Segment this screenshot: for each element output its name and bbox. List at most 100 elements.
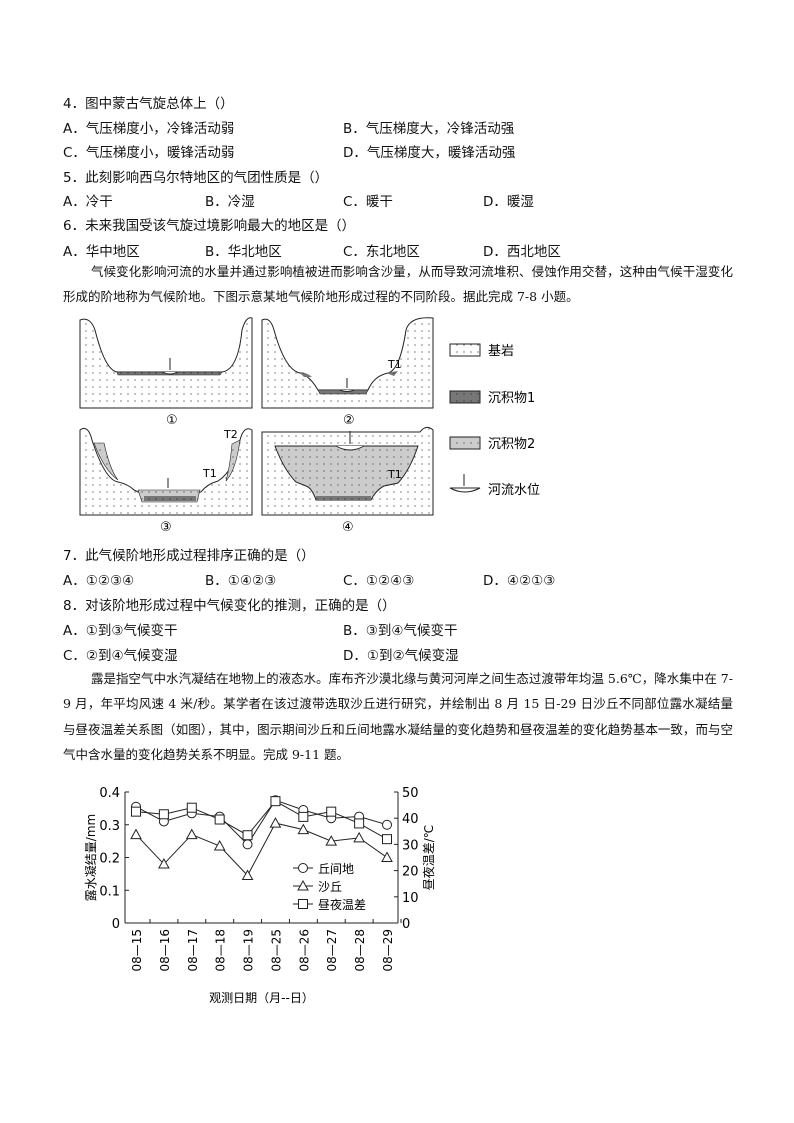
panel-1 xyxy=(79,317,253,409)
x-tick-label: 08—28 xyxy=(353,929,367,972)
x-tick-label: 08—25 xyxy=(269,929,283,972)
data-point-triangle xyxy=(130,828,142,840)
y2-tick-label: 0 xyxy=(402,917,410,932)
question-5-stem: 5．此刻影响西乌尔特地区的气团性质是（） xyxy=(63,170,329,186)
panel-3: T1 T2 xyxy=(79,427,253,516)
y-tick-label: 0.3 xyxy=(99,819,120,834)
q4-option-c: C．气压梯度小，暖锋活动弱 xyxy=(63,145,235,161)
q4-option-b: B．气压梯度大，冷锋活动强 xyxy=(343,121,515,137)
data-point-square xyxy=(270,796,281,807)
legend-marker-triangle xyxy=(297,879,309,891)
y2-tick-label: 20 xyxy=(402,865,419,880)
legend-sediment-2: 沉积物2 xyxy=(488,437,535,452)
y2-tick-label: 10 xyxy=(402,891,419,906)
x-tick-label: 08—26 xyxy=(297,929,311,972)
y-tick-label: 0.2 xyxy=(99,852,120,867)
data-point-square xyxy=(214,814,225,825)
data-point-square xyxy=(382,834,392,845)
y-tick-label: 0 xyxy=(112,917,120,932)
data-point-triangle xyxy=(241,869,254,881)
series-line-2 xyxy=(135,800,388,840)
legend-marker-circle xyxy=(298,863,308,873)
x-tick-label: 08—15 xyxy=(130,929,144,972)
legend-label: 丘间地 xyxy=(318,862,354,876)
terrace-diagram: T1 T1 T2 T1 ① ② ③ ④ 基岩 沉积物1 沉积物2 河流水位 xyxy=(79,317,540,535)
y-tick-label: 0.1 xyxy=(99,884,120,899)
terrace-label-t2: T2 xyxy=(223,428,238,441)
legend-sediment-1: 沉积物1 xyxy=(488,391,535,406)
q8-option-d: D．①到②气候变湿 xyxy=(343,648,459,664)
question-6-stem: 6．未来我国受该气旋过境影响最大的地区是（） xyxy=(63,218,356,234)
data-point-square xyxy=(354,818,365,829)
q7-option-c: C．①②④③ xyxy=(343,573,415,589)
y-tick-label: 0.4 xyxy=(99,786,120,801)
legend-bedrock: 基岩 xyxy=(488,344,514,359)
data-point-triangle xyxy=(158,858,170,869)
legend-water-level: 河流水位 xyxy=(488,483,540,498)
q7-option-b: B．①④②③ xyxy=(205,573,277,589)
q6-option-c: C．东北地区 xyxy=(343,244,420,260)
data-point-triangle xyxy=(213,840,226,851)
x-tick-label: 08—18 xyxy=(214,929,228,972)
x-tick-label: 08—17 xyxy=(186,929,200,972)
legend-marker-square xyxy=(298,899,308,909)
data-point-circle xyxy=(382,819,392,830)
question-7-stem: 7．此气候阶地形成过程排序正确的是（） xyxy=(63,548,315,564)
data-point-square xyxy=(158,809,169,820)
data-point-square xyxy=(242,830,253,841)
y-axis-label: 露水凝结量/mm xyxy=(83,814,98,901)
x-tick-label: 08—29 xyxy=(381,929,395,972)
data-point-square xyxy=(326,806,337,817)
series-line-0 xyxy=(135,799,388,846)
q6-option-b: B．华北地区 xyxy=(205,244,282,260)
q4-option-a: A．气压梯度小，冷锋活动弱 xyxy=(63,121,235,137)
data-point-triangle xyxy=(297,823,310,835)
passage-dew: 露是指空气中水汽凝结在地物上的液态水。库布齐沙漠北缘与黄河河岸之间生态过渡带年均… xyxy=(63,671,733,762)
panel-label-4: ④ xyxy=(342,520,354,535)
panel-4: T1 xyxy=(261,426,434,516)
data-point-square xyxy=(131,806,141,817)
data-point-triangle xyxy=(325,835,338,846)
q4-option-d: D．气压梯度大，暖锋活动强 xyxy=(343,145,516,161)
q5-option-d: D．暖湿 xyxy=(483,194,534,210)
terrace-label-t1-panel3: T1 xyxy=(202,467,217,480)
y2-tick-label: 50 xyxy=(402,786,419,801)
panel-label-2: ② xyxy=(343,413,355,428)
q5-option-b: B．冷湿 xyxy=(205,194,255,210)
legend-label: 昼夜温差 xyxy=(318,897,366,912)
legend: 基岩 沉积物1 沉积物2 河流水位 xyxy=(449,343,540,498)
x-tick-label: 08—19 xyxy=(242,929,256,972)
data-point-triangle xyxy=(185,828,198,840)
panel-label-3: ③ xyxy=(160,520,172,535)
series-line-1 xyxy=(135,822,388,877)
x-axis-label: 观测日期（月--日） xyxy=(209,991,314,1005)
q5-option-a: A．冷干 xyxy=(63,194,113,210)
panel-2: T1 xyxy=(261,317,434,409)
terrace-label-t1: T1 xyxy=(387,358,402,371)
panel-label-1: ① xyxy=(166,413,178,428)
x-tick-label: 08—27 xyxy=(325,929,339,972)
data-point-triangle xyxy=(269,817,282,828)
y2-tick-label: 40 xyxy=(402,812,419,827)
question-4-stem: 4．图中蒙古气旋总体上（） xyxy=(63,96,234,112)
q7-option-a: A．①②③④ xyxy=(63,573,135,589)
data-point-square xyxy=(186,802,197,813)
passage-terrace: 气候变化影响河流的水量并通过影响植被进而影响含沙量，从而导致河流堆积、侵蚀作用交… xyxy=(63,264,733,305)
data-point-triangle xyxy=(353,831,365,843)
q8-option-b: B．③到④气候变干 xyxy=(343,623,458,639)
legend-label: 沙丘 xyxy=(318,880,342,894)
data-point-square xyxy=(298,811,309,822)
x-tick-label: 08—16 xyxy=(158,929,172,972)
data-point-circle xyxy=(242,839,253,850)
q7-option-d: D．④②①③ xyxy=(483,573,556,589)
q6-option-d: D．西北地区 xyxy=(483,244,561,260)
question-8-stem: 8．对该阶地形成过程中气候变化的推测，正确的是（） xyxy=(63,598,396,614)
q8-option-a: A．①到③气候变干 xyxy=(63,623,178,639)
terrace-label-t1-panel4: T1 xyxy=(387,468,402,481)
y2-axis-label: 昼夜温差/℃ xyxy=(421,825,436,891)
q6-option-a: A．华中地区 xyxy=(63,244,140,260)
q8-option-c: C．②到④气候变湿 xyxy=(63,648,178,664)
dew-chart: 0 0.1 0.2 0.3 0.4 0 10 20 30 40 50 08—15 08—16 08—17 0… xyxy=(83,786,436,1005)
y2-tick-label: 30 xyxy=(402,838,419,853)
